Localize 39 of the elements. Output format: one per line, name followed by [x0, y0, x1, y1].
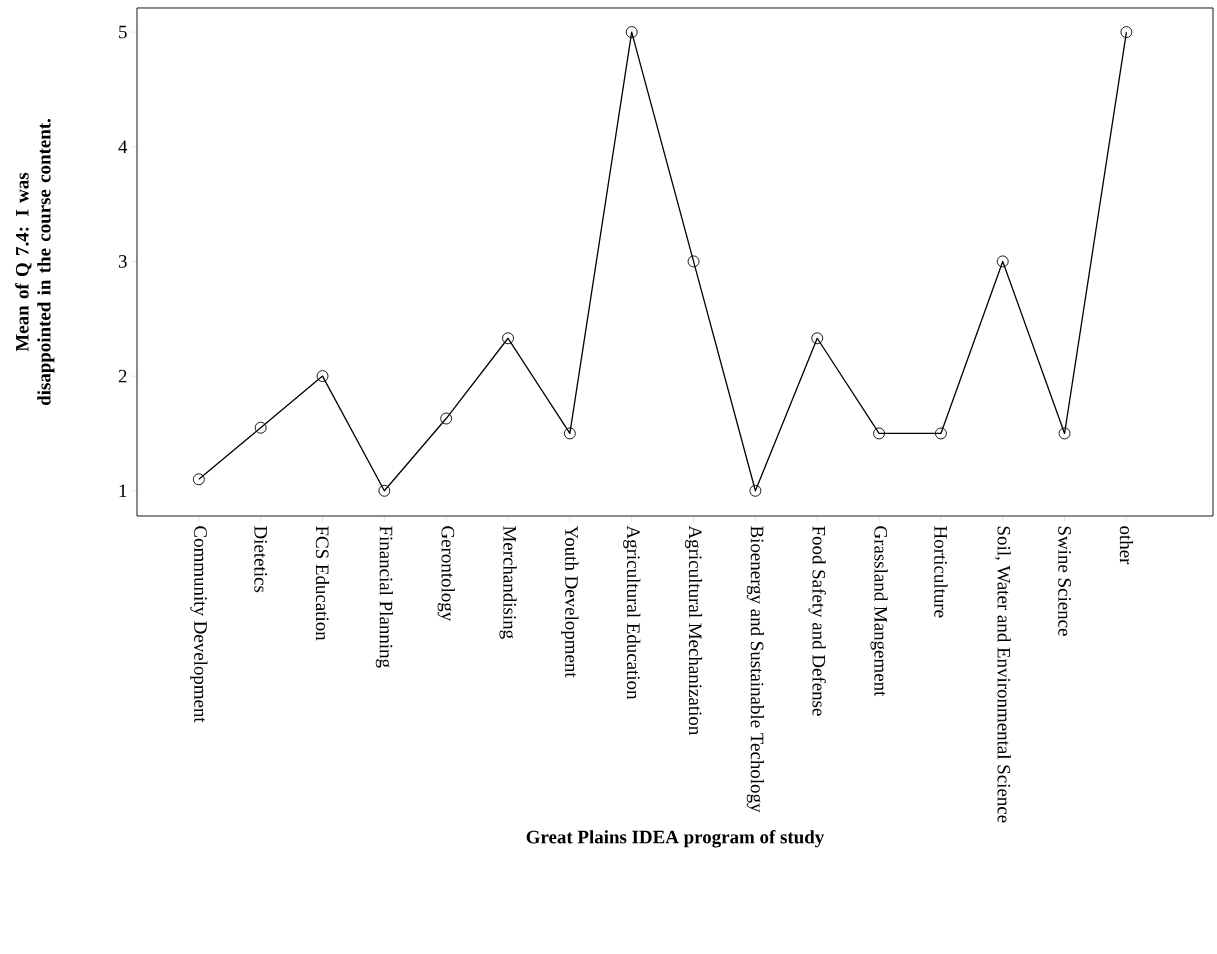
point: [378, 484, 391, 497]
x-tick-label: Youth Development: [561, 525, 579, 678]
x-axis-title: Great Plains IDEA program of study: [526, 829, 825, 848]
x-tick-label: Agricultural Education: [623, 525, 641, 700]
x-tick-label: other: [1119, 526, 1134, 565]
point: [192, 473, 205, 486]
point: [934, 427, 947, 440]
x-tick-label: Community Development: [190, 526, 208, 723]
y-tick-label: 2: [118, 369, 127, 383]
x-tick-label: Gerontology: [437, 526, 455, 622]
point: [873, 427, 886, 440]
x-tick-label: Food Safety and Defense: [808, 526, 826, 716]
x-tick-label: Soil, Water and Environmental Science: [994, 526, 1011, 823]
x-tick-label: Grassland Mangement: [870, 526, 888, 697]
point: [254, 421, 267, 434]
y-tick-label: 4: [118, 140, 128, 153]
x-tick-label: Bioenergy and Sustainable Techology: [746, 526, 764, 813]
point: [625, 26, 638, 39]
x-tick-label: Merchandising: [499, 526, 517, 639]
point: [1120, 26, 1133, 39]
point: [749, 484, 762, 497]
x-tick-label: Dietetics: [254, 526, 268, 593]
x-tick-label: Financial Planning: [375, 526, 393, 668]
point: [440, 412, 453, 425]
point: [502, 332, 514, 345]
x-tick-label: Agricultural Mechanization: [684, 525, 703, 735]
y-axis-title: Mean of Q 7.4: I was disappointed in the course content.: [15, 119, 55, 406]
x-tick-label: Swine Science: [1058, 526, 1071, 636]
point: [811, 332, 824, 345]
point: [687, 255, 700, 268]
y-tick-label: 1: [119, 484, 127, 498]
point: [996, 255, 1009, 268]
x-tick-label: FCS Education: [315, 526, 330, 641]
y-tick-label: 5: [119, 25, 127, 39]
point: [563, 427, 576, 440]
point: [1058, 427, 1071, 440]
point: [316, 370, 329, 383]
x-tick-label: Horticulture: [934, 526, 948, 618]
y-tick-label: 3: [118, 255, 127, 268]
